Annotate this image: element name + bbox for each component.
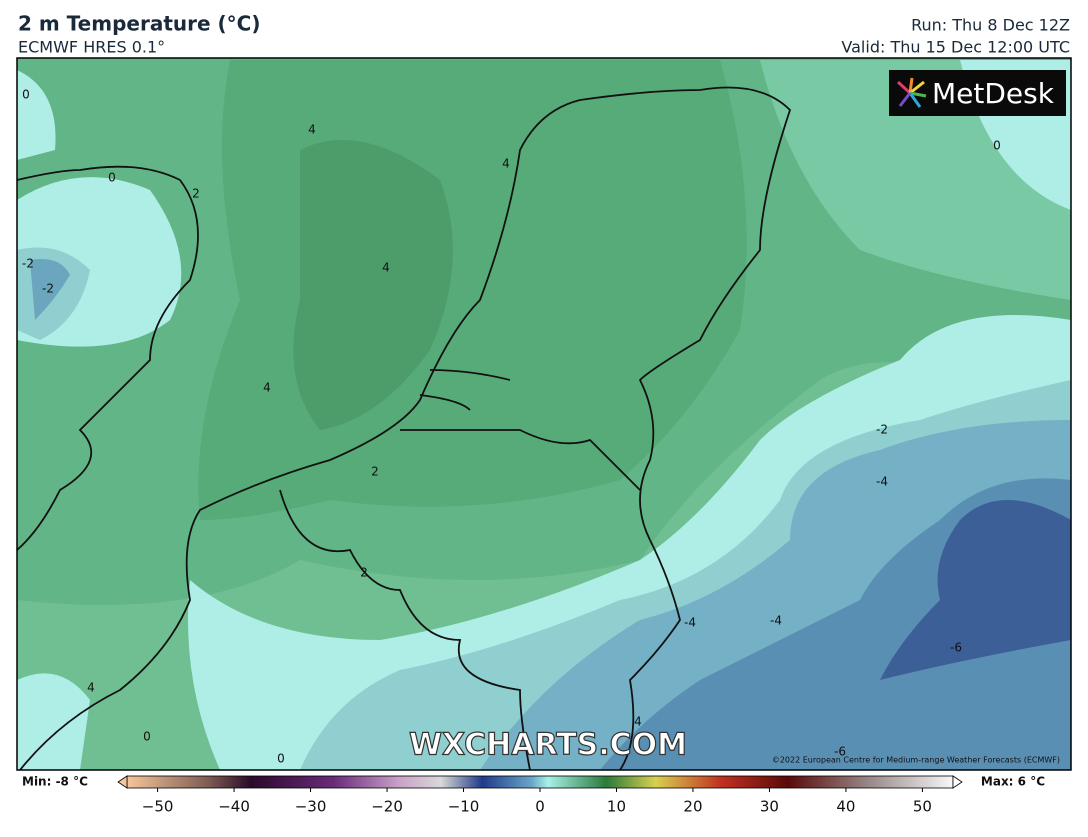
contour-label: 4 <box>87 681 95 695</box>
colorbar-tick-label: 50 <box>913 798 932 816</box>
colorbar: −50 −40 −30 −20 −10 0 10 20 30 40 50 <box>117 775 963 816</box>
valid-time: Valid: Thu 15 Dec 12:00 UTC <box>841 38 1070 57</box>
colorbar-tick-label: 0 <box>535 798 545 816</box>
contour-label: 0 <box>143 730 151 744</box>
contour-label: -4 <box>770 614 782 628</box>
contour-label: 0 <box>993 139 1001 153</box>
contour-label: 4 <box>634 715 642 729</box>
colorbar-tick-label: −10 <box>448 798 480 816</box>
contour-label: -4 <box>684 616 696 630</box>
min-label: Min: -8 °C <box>22 775 88 789</box>
contour-label: 4 <box>263 381 271 395</box>
watermark: WXCHARTS.COM <box>409 728 687 763</box>
contour-label: -2 <box>22 257 34 271</box>
contour-label: -6 <box>950 641 962 655</box>
colorbar-tick-label: −40 <box>218 798 250 816</box>
copyright: ©2022 European Centre for Medium-range W… <box>772 756 1060 765</box>
contour-label: 4 <box>308 123 316 137</box>
colorbar-tick-label: 40 <box>836 798 855 816</box>
contour-label: -6 <box>834 745 846 759</box>
max-label: Max: 6 °C <box>981 775 1045 789</box>
contour-label: 0 <box>108 171 116 185</box>
contour-label: -4 <box>876 475 888 489</box>
colorbar-tick-label: −20 <box>371 798 403 816</box>
colorbar-tick-label: 30 <box>760 798 779 816</box>
contour-label: 0 <box>277 752 285 766</box>
contour-label: 2 <box>360 566 368 580</box>
contour-label: 2 <box>192 187 200 201</box>
subtitle: ECMWF HRES 0.1° <box>18 38 165 57</box>
logo-box <box>889 70 1066 116</box>
colorbar-tick-label: −50 <box>142 798 174 816</box>
contour-label: -2 <box>42 282 54 296</box>
colorbar-arrow <box>952 775 963 789</box>
colorbar-tick-label: −30 <box>295 798 327 816</box>
contour-label: 2 <box>371 465 379 479</box>
contour-label: 0 <box>22 88 30 102</box>
contour-label: 4 <box>502 157 510 171</box>
run-time: Run: Thu 8 Dec 12Z <box>911 16 1070 35</box>
map-frame <box>16 57 1072 771</box>
logo-text: MetDesk <box>932 77 1055 110</box>
map-field: 0 4 4 0 2 4 -2 -2 4 0 -2 -4 2 2 -4 -4 -6 4 0 0 4 -6 WXCHARTS.… <box>17 58 1071 770</box>
colorbar-tick-label: 10 <box>607 798 626 816</box>
colorbar-tick-label: 20 <box>683 798 702 816</box>
logo-icon <box>896 77 927 108</box>
contour-label: -2 <box>876 423 888 437</box>
title: 2 m Temperature (°C) <box>18 12 260 36</box>
colorbar-arrow <box>117 775 128 789</box>
contour-label: 4 <box>382 261 390 275</box>
colorbar-gradient <box>126 775 954 789</box>
